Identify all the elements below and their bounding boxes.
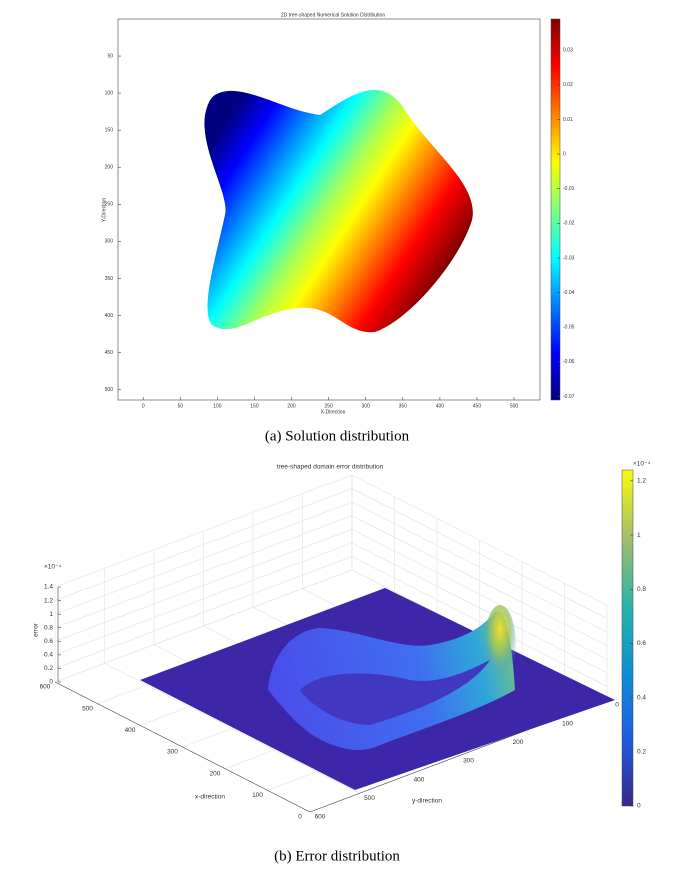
y-tick-label: 0 <box>615 702 619 709</box>
colorbar-tick-label: -0.07 <box>563 394 575 400</box>
x-axis-label: x-direction <box>195 794 225 801</box>
colorbar <box>621 469 634 807</box>
x-tick-label: 0 <box>142 403 145 409</box>
colorbar-tick-label: 0 <box>563 151 566 157</box>
x-tick-label: 0 <box>298 814 302 821</box>
y-tick-label: 600 <box>315 814 326 821</box>
x-tick-label: 400 <box>125 727 136 734</box>
y-tick-label: 400 <box>414 776 425 783</box>
x-tick-label: 400 <box>436 403 445 409</box>
surface-inner <box>300 660 490 725</box>
y-tick-label: 100 <box>105 90 114 96</box>
x-tick-label: 100 <box>213 403 222 409</box>
z-axis-label: error <box>33 622 40 637</box>
y-tick-label: 400 <box>105 313 114 319</box>
z-tick-label: 0 <box>49 679 53 686</box>
x-tick-label: 200 <box>210 770 221 777</box>
x-tick-label: 350 <box>399 403 408 409</box>
x-tick-label: 300 <box>362 403 371 409</box>
colorbar-tick-label: -0.03 <box>563 255 575 261</box>
y-tick-label: 300 <box>105 239 114 245</box>
x-tick-label: 450 <box>473 403 482 409</box>
colorbar-tick-label: 0.01 <box>563 117 573 123</box>
z-tick-label: 0.6 <box>44 638 53 645</box>
caption: (b) Error distribution <box>274 848 400 864</box>
y-tick-label: 200 <box>513 739 524 746</box>
colorbar-tick-label: 1 <box>637 532 641 539</box>
y-tick-label: 100 <box>562 720 573 727</box>
colorbar-tick-label: 0.8 <box>637 586 646 593</box>
colorbar-tick-label: 0.2 <box>637 749 646 756</box>
colorbar-tick-label: 1.2 <box>637 478 646 485</box>
y-tick-label: 500 <box>364 795 375 802</box>
axis-line <box>54 681 311 813</box>
colorbar-tick-label: -0.01 <box>563 186 575 192</box>
colorbar-tick-label: -0.04 <box>563 290 575 296</box>
y-axis-label: Y-Direction <box>101 198 107 222</box>
chart-title: 2D tree-shaped Numerical Solution Distri… <box>281 12 385 18</box>
y-tick-label: 250 <box>105 202 114 208</box>
y-tick-label: 300 <box>463 758 474 765</box>
z-tick-label: 1 <box>49 611 53 618</box>
y-axis-label: y-direction <box>412 798 442 805</box>
x-tick-label: 150 <box>250 403 259 409</box>
colorbar-tick-label: 0 <box>637 803 641 810</box>
colorbar-tick-label: 0.02 <box>563 82 573 88</box>
x-tick-label: 600 <box>40 684 51 691</box>
chart-title: tree-shaped domain error distribution <box>277 464 384 471</box>
z-tick-label: 0.4 <box>44 652 53 659</box>
colorbar-tick-label: 0.4 <box>637 694 646 701</box>
x-tick-label: 100 <box>252 792 263 799</box>
caption: (a) Solution distribution <box>265 428 410 444</box>
z-tick-label: 1.2 <box>44 597 53 604</box>
x-tick-label: 50 <box>178 403 184 409</box>
x-tick-label: 300 <box>167 749 178 756</box>
colorbar-tick-label: -0.05 <box>563 325 575 331</box>
y-tick-label: 150 <box>105 128 114 134</box>
grid-line <box>104 663 360 794</box>
y-tick-label: 450 <box>105 350 114 356</box>
z-tick-label: 0.2 <box>44 665 53 672</box>
solution-field <box>204 90 473 333</box>
colorbar-tick-label: -0.02 <box>563 221 575 227</box>
x-tick-label: 500 <box>82 705 93 712</box>
x-tick-label: 250 <box>324 403 333 409</box>
y-tick-label: 350 <box>105 276 114 282</box>
y-tick-label: 200 <box>105 165 114 171</box>
colorbar-tick-label: -0.06 <box>563 359 575 365</box>
colorbar-exponent: ×10⁻⁴ <box>633 461 650 468</box>
x-tick-label: 200 <box>287 403 296 409</box>
y-tick-label: 500 <box>105 387 114 393</box>
z-exponent: ×10⁻⁴ <box>44 564 61 571</box>
y-tick-label: 50 <box>107 53 113 59</box>
colorbar <box>550 18 561 401</box>
colorbar-tick-label: 0.6 <box>637 640 646 647</box>
z-tick-label: 0.8 <box>44 624 53 631</box>
colorbar-tick-label: 0.03 <box>563 48 573 54</box>
x-axis-label: X-Direction <box>321 409 346 415</box>
error-peak <box>484 605 516 685</box>
z-tick-label: 1.4 <box>44 584 53 591</box>
x-tick-label: 500 <box>510 403 519 409</box>
